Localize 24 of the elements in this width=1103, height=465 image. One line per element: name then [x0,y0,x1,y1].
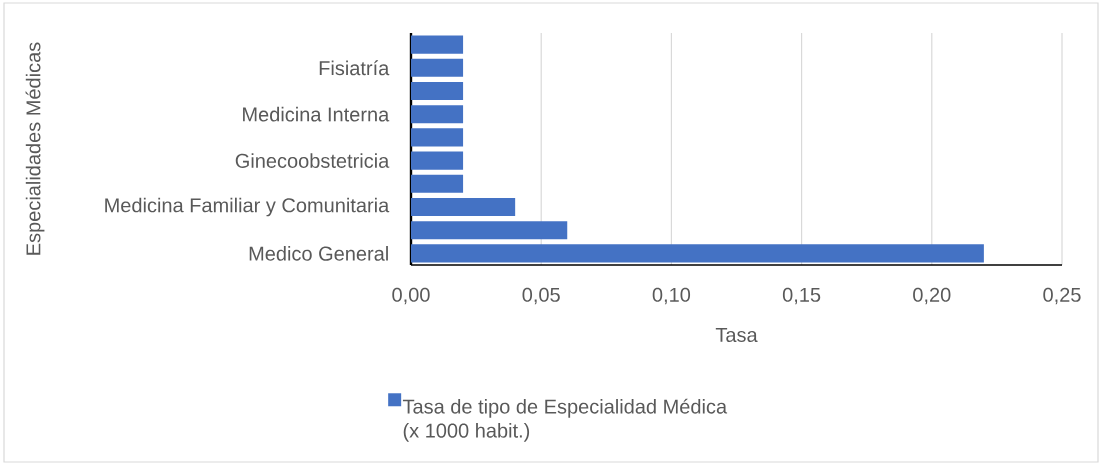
bar [411,81,464,101]
x-tick-label: 0,25 [1043,287,1081,305]
y-tick-label: Fisiatría [319,60,390,76]
x-tick-label: 0,00 [392,287,430,305]
x-tick-label: 0,05 [522,287,560,305]
bar [411,244,984,263]
y-axis-title: Especialidades Médicas [25,42,45,255]
x-tick-label: 0,15 [782,287,821,305]
bar [411,151,464,170]
x-tick-label: 0,20 [913,287,951,305]
x-axis-title: Tasa [715,328,758,342]
y-tick-label: Medicina Familiar y Comunitaria [105,197,390,217]
y-tick-label: Medicina Interna [243,106,390,122]
y-tick-label: Medico General [249,246,388,261]
y-tick-label: Ginecoobstetricia [235,153,390,168]
bar [411,105,464,124]
bar [411,174,464,193]
x-tick-label: 0,10 [652,287,691,305]
bar [411,58,464,77]
legend-label: Tasa de tipo de Especialidad Médica (x 1000 habit.) [402,398,728,442]
bar [411,128,464,147]
bar [411,221,568,240]
bar [411,197,516,217]
bar [411,35,464,54]
